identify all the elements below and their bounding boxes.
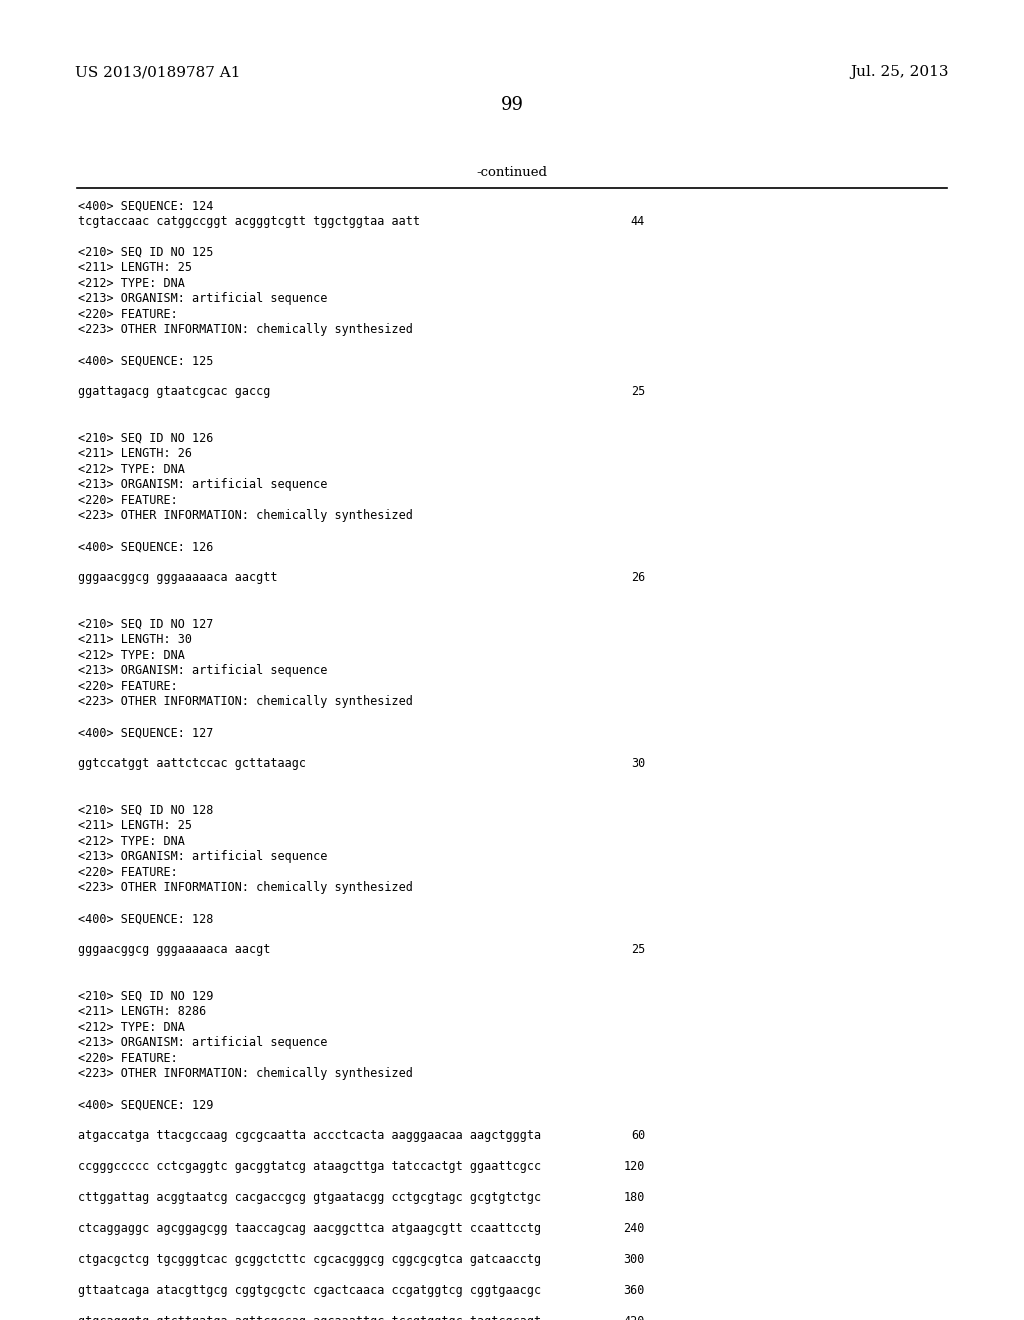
Text: 60: 60 bbox=[631, 1130, 645, 1143]
Text: <212> TYPE: DNA: <212> TYPE: DNA bbox=[78, 277, 185, 290]
Text: tcgtaccaac catggccggt acgggtcgtt tggctggtaa aatt: tcgtaccaac catggccggt acgggtcgtt tggctgg… bbox=[78, 215, 420, 228]
Text: 420: 420 bbox=[624, 1316, 645, 1320]
Text: <212> TYPE: DNA: <212> TYPE: DNA bbox=[78, 1020, 185, 1034]
Text: 25: 25 bbox=[631, 385, 645, 399]
Text: gtgcagggtg gtcttgatga agttcgccag agcaaattgc tccgtggtgc tagtcgcagt: gtgcagggtg gtcttgatga agttcgccag agcaaat… bbox=[78, 1316, 541, 1320]
Text: -continued: -continued bbox=[476, 165, 548, 178]
Text: <220> FEATURE:: <220> FEATURE: bbox=[78, 308, 178, 321]
Text: <223> OTHER INFORMATION: chemically synthesized: <223> OTHER INFORMATION: chemically synt… bbox=[78, 1068, 413, 1081]
Text: cttggattag acggtaatcg cacgaccgcg gtgaatacgg cctgcgtagc gcgtgtctgc: cttggattag acggtaatcg cacgaccgcg gtgaata… bbox=[78, 1192, 541, 1204]
Text: <210> SEQ ID NO 128: <210> SEQ ID NO 128 bbox=[78, 804, 213, 817]
Text: <400> SEQUENCE: 129: <400> SEQUENCE: 129 bbox=[78, 1098, 213, 1111]
Text: <400> SEQUENCE: 125: <400> SEQUENCE: 125 bbox=[78, 355, 213, 367]
Text: 30: 30 bbox=[631, 758, 645, 771]
Text: 99: 99 bbox=[501, 96, 523, 114]
Text: <210> SEQ ID NO 126: <210> SEQ ID NO 126 bbox=[78, 432, 213, 445]
Text: <210> SEQ ID NO 127: <210> SEQ ID NO 127 bbox=[78, 618, 213, 631]
Text: <210> SEQ ID NO 129: <210> SEQ ID NO 129 bbox=[78, 990, 213, 1003]
Text: <213> ORGANISM: artificial sequence: <213> ORGANISM: artificial sequence bbox=[78, 293, 328, 305]
Text: <211> LENGTH: 30: <211> LENGTH: 30 bbox=[78, 634, 193, 647]
Text: ccgggccccc cctcgaggtc gacggtatcg ataagcttga tatccactgt ggaattcgcc: ccgggccccc cctcgaggtc gacggtatcg ataagct… bbox=[78, 1160, 541, 1173]
Text: atgaccatga ttacgccaag cgcgcaatta accctcacta aagggaacaa aagctgggta: atgaccatga ttacgccaag cgcgcaatta accctca… bbox=[78, 1130, 541, 1143]
Text: 25: 25 bbox=[631, 944, 645, 957]
Text: <211> LENGTH: 8286: <211> LENGTH: 8286 bbox=[78, 1006, 206, 1019]
Text: 300: 300 bbox=[624, 1254, 645, 1266]
Text: <213> ORGANISM: artificial sequence: <213> ORGANISM: artificial sequence bbox=[78, 850, 328, 863]
Text: <223> OTHER INFORMATION: chemically synthesized: <223> OTHER INFORMATION: chemically synt… bbox=[78, 882, 413, 895]
Text: <400> SEQUENCE: 128: <400> SEQUENCE: 128 bbox=[78, 912, 213, 925]
Text: <223> OTHER INFORMATION: chemically synthesized: <223> OTHER INFORMATION: chemically synt… bbox=[78, 510, 413, 523]
Text: 120: 120 bbox=[624, 1160, 645, 1173]
Text: <213> ORGANISM: artificial sequence: <213> ORGANISM: artificial sequence bbox=[78, 478, 328, 491]
Text: gggaacggcg gggaaaaaca aacgtt: gggaacggcg gggaaaaaca aacgtt bbox=[78, 572, 278, 585]
Text: <210> SEQ ID NO 125: <210> SEQ ID NO 125 bbox=[78, 246, 213, 259]
Text: <211> LENGTH: 25: <211> LENGTH: 25 bbox=[78, 261, 193, 275]
Text: <213> ORGANISM: artificial sequence: <213> ORGANISM: artificial sequence bbox=[78, 1036, 328, 1049]
Text: US 2013/0189787 A1: US 2013/0189787 A1 bbox=[75, 65, 241, 79]
Text: gttaatcaga atacgttgcg cggtgcgctc cgactcaaca ccgatggtcg cggtgaacgc: gttaatcaga atacgttgcg cggtgcgctc cgactca… bbox=[78, 1284, 541, 1298]
Text: 26: 26 bbox=[631, 572, 645, 585]
Text: <212> TYPE: DNA: <212> TYPE: DNA bbox=[78, 836, 185, 847]
Text: <400> SEQUENCE: 126: <400> SEQUENCE: 126 bbox=[78, 540, 213, 553]
Text: <212> TYPE: DNA: <212> TYPE: DNA bbox=[78, 463, 185, 477]
Text: ctgacgctcg tgcgggtcac gcggctcttc cgcacgggcg cggcgcgtca gatcaacctg: ctgacgctcg tgcgggtcac gcggctcttc cgcacgg… bbox=[78, 1254, 541, 1266]
Text: <223> OTHER INFORMATION: chemically synthesized: <223> OTHER INFORMATION: chemically synt… bbox=[78, 323, 413, 337]
Text: Jul. 25, 2013: Jul. 25, 2013 bbox=[851, 65, 949, 79]
Text: <211> LENGTH: 25: <211> LENGTH: 25 bbox=[78, 820, 193, 833]
Text: <211> LENGTH: 26: <211> LENGTH: 26 bbox=[78, 447, 193, 461]
Text: <212> TYPE: DNA: <212> TYPE: DNA bbox=[78, 649, 185, 663]
Text: <400> SEQUENCE: 124: <400> SEQUENCE: 124 bbox=[78, 199, 213, 213]
Text: <213> ORGANISM: artificial sequence: <213> ORGANISM: artificial sequence bbox=[78, 664, 328, 677]
Text: <400> SEQUENCE: 127: <400> SEQUENCE: 127 bbox=[78, 726, 213, 739]
Text: <220> FEATURE:: <220> FEATURE: bbox=[78, 866, 178, 879]
Text: <220> FEATURE:: <220> FEATURE: bbox=[78, 494, 178, 507]
Text: <223> OTHER INFORMATION: chemically synthesized: <223> OTHER INFORMATION: chemically synt… bbox=[78, 696, 413, 709]
Text: 240: 240 bbox=[624, 1222, 645, 1236]
Text: gggaacggcg gggaaaaaca aacgt: gggaacggcg gggaaaaaca aacgt bbox=[78, 944, 270, 957]
Text: 360: 360 bbox=[624, 1284, 645, 1298]
Text: ggattagacg gtaatcgcac gaccg: ggattagacg gtaatcgcac gaccg bbox=[78, 385, 270, 399]
Text: <220> FEATURE:: <220> FEATURE: bbox=[78, 1052, 178, 1065]
Text: 180: 180 bbox=[624, 1192, 645, 1204]
Text: ctcaggaggc agcggagcgg taaccagcag aacggcttca atgaagcgtt ccaattcctg: ctcaggaggc agcggagcgg taaccagcag aacggct… bbox=[78, 1222, 541, 1236]
Text: <220> FEATURE:: <220> FEATURE: bbox=[78, 680, 178, 693]
Text: ggtccatggt aattctccac gcttataagc: ggtccatggt aattctccac gcttataagc bbox=[78, 758, 306, 771]
Text: 44: 44 bbox=[631, 215, 645, 228]
